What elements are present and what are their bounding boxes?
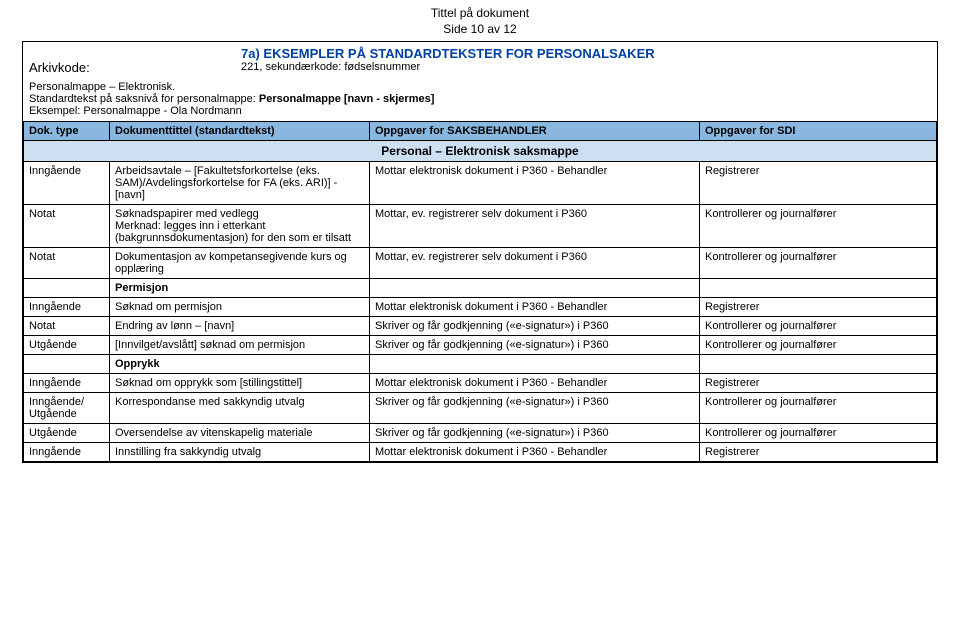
section-title-cell: 7a) EKSEMPLER PÅ STANDARDTEKSTER FOR PER…: [235, 42, 937, 79]
table-row: Inngående Søknad om opprykk som [stillin…: [24, 374, 937, 393]
content-frame: Arkivkode: 7a) EKSEMPLER PÅ STANDARDTEKS…: [22, 41, 938, 463]
category-row: Permisjon: [24, 279, 937, 298]
archive-label: Arkivkode:: [29, 60, 90, 75]
table-row: Utgående [Innvilget/avslått] søknad om p…: [24, 336, 937, 355]
table-row: Notat Søknadspapirer med vedlegg Merknad…: [24, 205, 937, 248]
table-row: Notat Dokumentasjon av kompetansegivende…: [24, 248, 937, 279]
meta-line-1: Personalmappe – Elektronisk.: [29, 81, 931, 93]
document-page: Tittel på dokument Side 10 av 12 Arkivko…: [0, 0, 960, 639]
cell-sdi: Kontrollerer og journalfører: [700, 393, 937, 424]
cell-doktype: Inngående: [24, 162, 110, 205]
cell-saks: Mottar elektronisk dokument i P360 - Beh…: [370, 162, 700, 205]
cell-empty: [370, 355, 700, 374]
table-row: Utgående Oversendelse av vitenskapelig m…: [24, 424, 937, 443]
category-label: Opprykk: [110, 355, 370, 374]
cell-sdi: Kontrollerer og journalfører: [700, 248, 937, 279]
doc-page-number: Side 10 av 12: [22, 22, 938, 38]
cell-empty: [700, 279, 937, 298]
cell-title: Dokumentasjon av kompetansegivende kurs …: [110, 248, 370, 279]
cell-sdi: Registrerer: [700, 162, 937, 205]
cell-saks: Mottar elektronisk dokument i P360 - Beh…: [370, 298, 700, 317]
cell-title: Søknad om permisjon: [110, 298, 370, 317]
cell-saks: Skriver og får godkjenning («e-signatur»…: [370, 424, 700, 443]
table-row: Inngående/ Utgående Korrespondanse med s…: [24, 393, 937, 424]
cell-sdi: Registrerer: [700, 374, 937, 393]
header-row: Dok. type Dokumenttittel (standardtekst)…: [24, 122, 937, 141]
cell-sdi: Kontrollerer og journalfører: [700, 336, 937, 355]
cell-doktype: Notat: [24, 205, 110, 248]
table-row: Notat Endring av lønn – [navn] Skriver o…: [24, 317, 937, 336]
cell-sdi: Registrerer: [700, 443, 937, 462]
cell-title: Oversendelse av vitenskapelig materiale: [110, 424, 370, 443]
meta-block: Personalmappe – Elektronisk. Standardtek…: [23, 79, 937, 121]
cell-empty: [700, 355, 937, 374]
cell-doktype: Inngående: [24, 443, 110, 462]
cell-saks: Skriver og får godkjenning («e-signatur»…: [370, 393, 700, 424]
table-row: Inngående Innstilling fra sakkyndig utva…: [24, 443, 937, 462]
cell-saks: Mottar, ev. registrerer selv dokument i …: [370, 248, 700, 279]
cell-doktype: Inngående: [24, 374, 110, 393]
cell-sdi: Kontrollerer og journalfører: [700, 205, 937, 248]
section-title-row: Arkivkode: 7a) EKSEMPLER PÅ STANDARDTEKS…: [23, 42, 937, 79]
cell-title: Søknad om opprykk som [stillingstittel]: [110, 374, 370, 393]
archive-label-cell: Arkivkode:: [23, 42, 235, 79]
cell-doktype: Notat: [24, 317, 110, 336]
table-row: Inngående Søknad om permisjon Mottar ele…: [24, 298, 937, 317]
cell-title: [Innvilget/avslått] søknad om permisjon: [110, 336, 370, 355]
cell-empty: [24, 355, 110, 374]
category-row: Opprykk: [24, 355, 937, 374]
main-table: Dok. type Dokumenttittel (standardtekst)…: [23, 121, 937, 462]
col-d-header: Oppgaver for SDI: [700, 122, 937, 141]
table-row: Inngående Arbeidsavtale – [Fakultetsfork…: [24, 162, 937, 205]
cell-saks: Skriver og får godkjenning («e-signatur»…: [370, 336, 700, 355]
section-title: 7a) EKSEMPLER PÅ STANDARDTEKSTER FOR PER…: [241, 46, 931, 61]
cell-sdi: Kontrollerer og journalfører: [700, 317, 937, 336]
col-b-header: Dokumenttittel (standardtekst): [110, 122, 370, 141]
cell-saks: Mottar elektronisk dokument i P360 - Beh…: [370, 374, 700, 393]
cell-title: Arbeidsavtale – [Fakultetsforkortelse (e…: [110, 162, 370, 205]
cell-sdi: Registrerer: [700, 298, 937, 317]
doc-header: Tittel på dokument Side 10 av 12: [22, 6, 938, 37]
category-label: Permisjon: [110, 279, 370, 298]
meta-line-2b: Personalmappe [navn - skjermes]: [259, 93, 434, 105]
cell-title: Korrespondanse med sakkyndig utvalg: [110, 393, 370, 424]
cell-empty: [370, 279, 700, 298]
cell-title: Søknadspapirer med vedlegg Merknad: legg…: [110, 205, 370, 248]
cell-doktype: Inngående/ Utgående: [24, 393, 110, 424]
cell-saks: Mottar, ev. registrerer selv dokument i …: [370, 205, 700, 248]
doc-title: Tittel på dokument: [22, 6, 938, 22]
meta-line-2a: Standardtekst på saksnivå for personalma…: [29, 93, 259, 105]
cell-title-text: Arbeidsavtale – [Fakultetsforkortelse (e…: [115, 165, 337, 201]
cell-title: Endring av lønn – [navn]: [110, 317, 370, 336]
cell-sdi: Kontrollerer og journalfører: [700, 424, 937, 443]
meta-line-3: Eksempel: Personalmappe - Ola Nordmann: [29, 105, 931, 117]
meta-line-2: Standardtekst på saksnivå for personalma…: [29, 93, 931, 105]
cell-title: Innstilling fra sakkyndig utvalg: [110, 443, 370, 462]
archive-value: 221, sekundærkode: fødselsnummer: [241, 61, 931, 73]
cell-doktype: Utgående: [24, 336, 110, 355]
cell-doktype: Inngående: [24, 298, 110, 317]
col-c-header: Oppgaver for SAKSBEHANDLER: [370, 122, 700, 141]
cell-saks: Mottar elektronisk dokument i P360 - Beh…: [370, 443, 700, 462]
cell-saks: Skriver og får godkjenning («e-signatur»…: [370, 317, 700, 336]
cell-doktype: Notat: [24, 248, 110, 279]
cell-empty: [24, 279, 110, 298]
subhead: Personal – Elektronisk saksmappe: [24, 141, 937, 162]
subhead-row: Personal – Elektronisk saksmappe: [24, 141, 937, 162]
cell-doktype: Utgående: [24, 424, 110, 443]
col-a-header: Dok. type: [24, 122, 110, 141]
